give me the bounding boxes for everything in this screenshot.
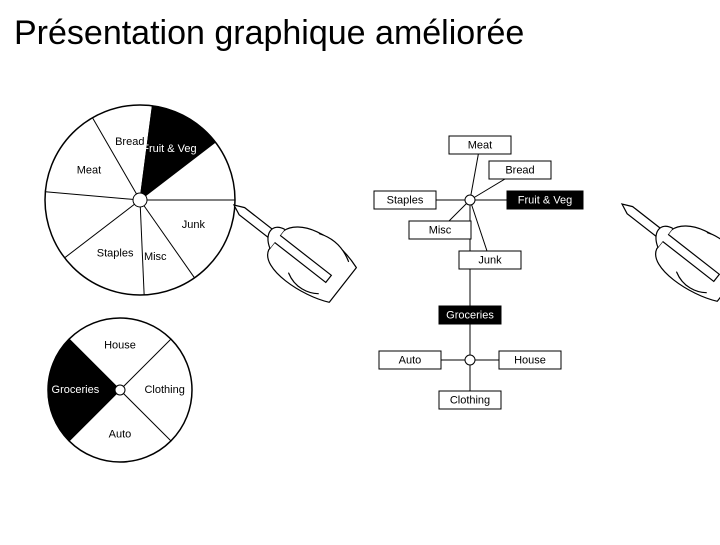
pie-upper-label-0[interactable]: Meat [77, 164, 101, 176]
pie-lower-label-1[interactable]: House [104, 339, 136, 351]
tree-l2-label-auto[interactable]: Auto [399, 354, 422, 366]
hand-pen-left [234, 205, 356, 302]
tree-l1-label-meat[interactable]: Meat [468, 139, 492, 151]
pie-lower-label-0[interactable]: Groceries [52, 384, 100, 396]
diagram-svg: MeatBreadFruit & VegJunkMiscStaplesGroce… [0, 70, 720, 540]
pie-upper-label-1[interactable]: Bread [115, 136, 144, 148]
tree-l1-label-staples[interactable]: Staples [387, 194, 424, 206]
tree-l2-hub[interactable] [465, 355, 475, 365]
hand-pen-right [622, 204, 720, 301]
tree-l2-label-house[interactable]: House [514, 354, 546, 366]
tree-l1-label-fruitveg[interactable]: Fruit & Veg [518, 194, 572, 206]
tree-l1-label-misc[interactable]: Misc [429, 224, 452, 236]
pie-lower-label-3[interactable]: Auto [109, 429, 132, 441]
tree-l2-label-clothing[interactable]: Clothing [450, 394, 490, 406]
diagram-stage: MeatBreadFruit & VegJunkMiscStaplesGroce… [0, 70, 720, 540]
tree-l1-label-bread[interactable]: Bread [505, 164, 534, 176]
pie-upper-hub[interactable] [133, 193, 147, 207]
tree-l1-hub[interactable] [465, 195, 475, 205]
pie-lower-hub[interactable] [115, 385, 125, 395]
pie-upper-label-5[interactable]: Staples [97, 247, 134, 259]
page-title: Présentation graphique améliorée [14, 14, 524, 53]
tree-l1-label-junk[interactable]: Junk [478, 254, 502, 266]
pie-upper-label-3[interactable]: Junk [182, 219, 206, 231]
pie-upper-label-2[interactable]: Fruit & Veg [142, 143, 196, 155]
tree-l2-label-groceries[interactable]: Groceries [446, 309, 494, 321]
pie-lower-label-2[interactable]: Clothing [144, 384, 184, 396]
pie-upper-label-4[interactable]: Misc [144, 251, 167, 263]
